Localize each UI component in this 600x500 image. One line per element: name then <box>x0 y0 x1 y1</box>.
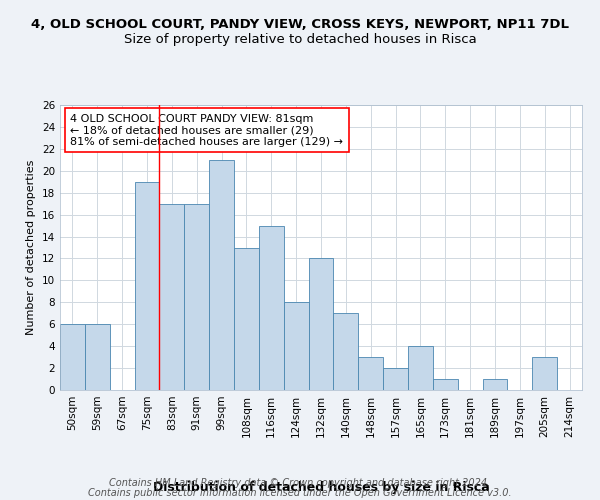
Text: 4 OLD SCHOOL COURT PANDY VIEW: 81sqm
← 18% of detached houses are smaller (29)
8: 4 OLD SCHOOL COURT PANDY VIEW: 81sqm ← 1… <box>70 114 343 147</box>
Bar <box>160 204 184 390</box>
Bar <box>234 248 259 390</box>
Bar <box>308 258 334 390</box>
Bar <box>408 346 433 390</box>
Bar <box>383 368 408 390</box>
Bar <box>184 204 209 390</box>
Text: Contains HM Land Registry data © Crown copyright and database right 2024.: Contains HM Land Registry data © Crown c… <box>109 478 491 488</box>
Bar <box>60 324 85 390</box>
Text: Contains public sector information licensed under the Open Government Licence v3: Contains public sector information licen… <box>88 488 512 498</box>
Y-axis label: Number of detached properties: Number of detached properties <box>26 160 37 335</box>
Text: Size of property relative to detached houses in Risca: Size of property relative to detached ho… <box>124 32 476 46</box>
X-axis label: Distribution of detached houses by size in Risca: Distribution of detached houses by size … <box>152 482 490 494</box>
Bar <box>334 314 358 390</box>
Bar <box>259 226 284 390</box>
Text: 4, OLD SCHOOL COURT, PANDY VIEW, CROSS KEYS, NEWPORT, NP11 7DL: 4, OLD SCHOOL COURT, PANDY VIEW, CROSS K… <box>31 18 569 30</box>
Bar <box>284 302 308 390</box>
Bar <box>433 379 458 390</box>
Bar <box>358 357 383 390</box>
Bar <box>85 324 110 390</box>
Bar <box>482 379 508 390</box>
Bar <box>532 357 557 390</box>
Bar <box>134 182 160 390</box>
Bar <box>209 160 234 390</box>
